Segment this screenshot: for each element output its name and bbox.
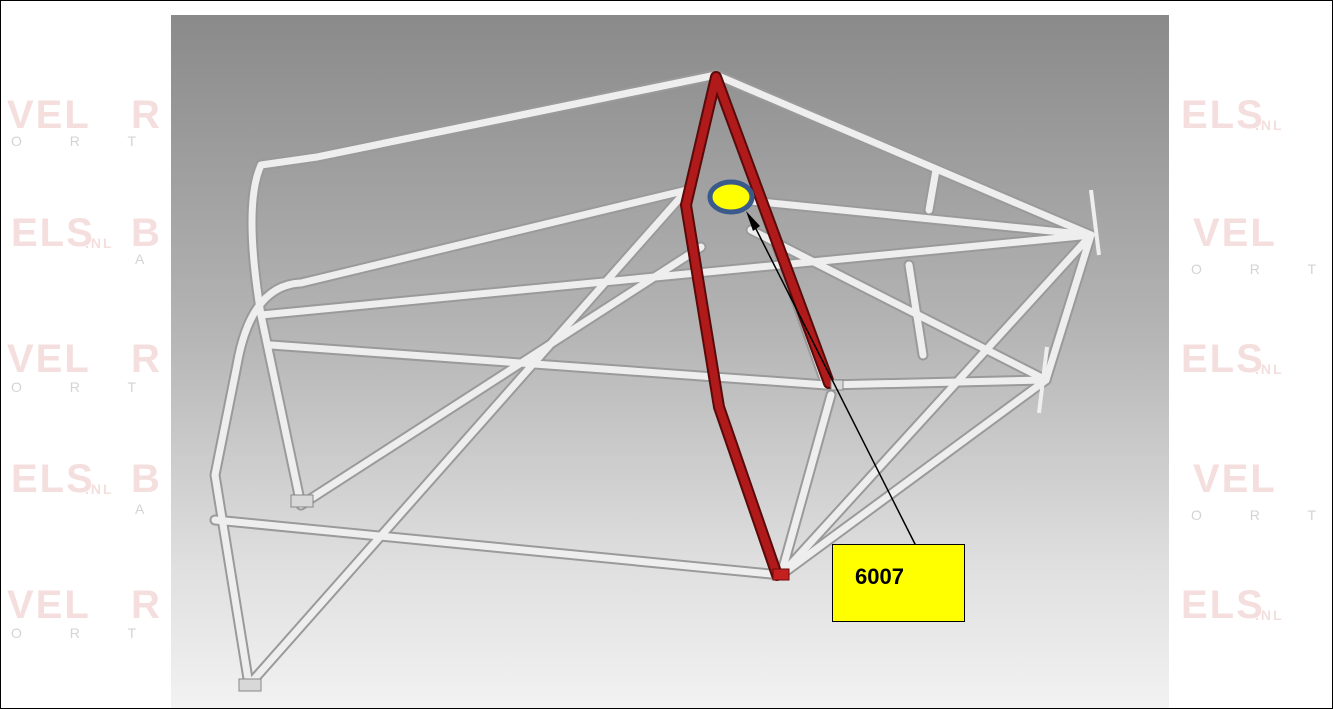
watermark-text: ELS	[1181, 583, 1265, 627]
watermark-text: .NL	[1255, 607, 1284, 623]
part-number-label: 6007	[855, 564, 904, 589]
watermark-text: O R T	[11, 133, 159, 149]
watermark-text: R	[131, 93, 162, 137]
watermark-text: .NL	[1255, 361, 1284, 377]
watermark-text: ELS	[1181, 93, 1265, 137]
watermark-text: A	[135, 251, 167, 267]
watermark-text: O R T	[1191, 507, 1333, 523]
watermark-text: VEL	[7, 583, 91, 627]
watermark-text: ELS	[11, 457, 95, 501]
watermark-text: R	[131, 583, 162, 627]
watermark-text: O R T	[11, 379, 159, 395]
part-number-callout: 6007	[832, 544, 965, 622]
watermark-text: .NL	[85, 235, 114, 251]
watermark-text: ELS	[11, 211, 95, 255]
watermark-text: B	[131, 211, 162, 255]
watermark-text: VEL	[1193, 211, 1277, 255]
watermark-text: .NL	[85, 481, 114, 497]
watermark-text: VEL	[1193, 457, 1277, 501]
watermark-text: O R T	[1191, 261, 1333, 277]
position-marker	[707, 179, 755, 215]
roll-cage-render	[171, 15, 1169, 708]
mounting-feet	[238, 189, 1101, 692]
main-hoop-highlight	[680, 71, 835, 581]
watermark-text: B	[131, 457, 162, 501]
watermark-text: VEL	[7, 337, 91, 381]
watermark-text: .NL	[1255, 117, 1284, 133]
watermark-text: A	[135, 501, 167, 517]
tube-structure	[211, 71, 1095, 689]
watermark-text: ELS	[1181, 337, 1265, 381]
watermark-text: R	[131, 337, 162, 381]
watermark-text: VEL	[7, 93, 91, 137]
roll-cage-drawing	[209, 69, 1101, 692]
watermark-text: O R T	[11, 625, 159, 641]
